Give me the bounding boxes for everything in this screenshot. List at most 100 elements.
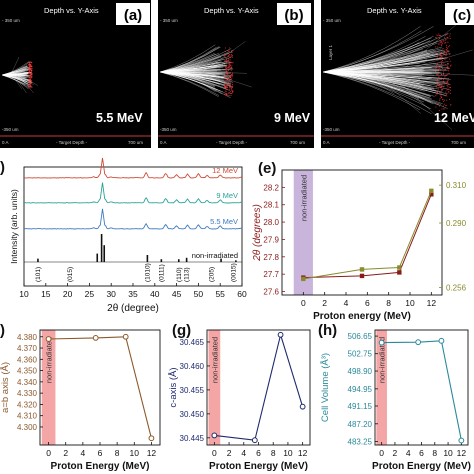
damage-point: [436, 92, 438, 94]
panel-letter-box: [277, 3, 311, 25]
damage-point: [446, 47, 449, 49]
x-axis-label: - Target Depth -: [216, 140, 248, 145]
damage-point: [231, 81, 233, 83]
y-tick-label: 494.95: [348, 385, 373, 394]
y2-tick-label: 0.256: [446, 283, 467, 292]
damage-point: [228, 79, 230, 81]
energy-label: 5.5 MeV: [96, 111, 143, 125]
damage-point: [224, 60, 226, 62]
damage-point: [224, 90, 226, 92]
damage-point: [446, 65, 448, 67]
damage-point: [31, 65, 33, 67]
damage-point: [441, 63, 443, 65]
y2-tick-label: 0.290: [446, 219, 467, 228]
x-tick-label: 25: [85, 289, 95, 299]
series-line: [381, 340, 462, 441]
damage-point: [447, 37, 449, 39]
damage-point: [226, 95, 228, 97]
damage-point: [437, 63, 439, 65]
x-tick-label: 6: [419, 448, 424, 458]
ion-track: [159, 71, 230, 91]
damage-point: [28, 86, 30, 88]
damage-point: [440, 66, 443, 68]
damage-point: [448, 92, 450, 94]
damage-point: [447, 63, 449, 65]
damage-point: [231, 54, 234, 56]
damage-point: [224, 51, 226, 53]
x-tick-label: 6: [256, 448, 261, 458]
damage-point: [30, 85, 32, 87]
y-tick-label: 502.75: [348, 350, 373, 359]
damage-point: [439, 55, 441, 57]
panel-letter: (c): [453, 7, 471, 24]
series-label: 12 MeV: [212, 166, 238, 175]
y-tick-label: 30.455: [180, 386, 205, 395]
damage-point: [445, 77, 447, 80]
y-axis-label: Layer 1: [328, 44, 333, 60]
damage-point: [438, 33, 440, 35]
y-axis-title: c-axis (Å): [168, 367, 179, 407]
damage-point: [440, 53, 442, 55]
damage-point: [224, 76, 226, 78]
scattered-track: [399, 9, 474, 73]
ion-track: [159, 71, 221, 92]
damage-point: [224, 56, 226, 58]
x-tick-label: 2: [393, 448, 398, 458]
damage-point: [449, 65, 452, 67]
damage-point: [442, 89, 444, 91]
ion-track: [159, 54, 220, 73]
damage-point: [445, 46, 448, 48]
damage-point: [436, 84, 438, 86]
scattered-track: [196, 71, 233, 88]
damage-point: [230, 66, 232, 68]
damage-point: [28, 72, 30, 74]
damage-point: [224, 84, 226, 86]
ion-track: [322, 71, 443, 79]
damage-point: [227, 59, 229, 61]
x-axis-label: - Target Depth -: [56, 140, 88, 145]
y-tick-label: 4.310: [17, 412, 38, 421]
x-tick-label: 8: [271, 448, 276, 458]
damage-point: [448, 50, 450, 52]
x-tick-label: 2: [322, 298, 327, 308]
x-tick-label: 0: [301, 298, 306, 308]
ab-axis-chart: non-irradiated 0 2 4 6 8 10 12 Proton Energy (Me…: [0, 329, 161, 472]
damage-point: [443, 63, 445, 65]
x-tick-label: 4: [406, 448, 411, 458]
damage-point: [229, 92, 231, 94]
damage-point: [438, 57, 440, 59]
scattered-track: [192, 71, 226, 76]
damage-point: [230, 87, 233, 89]
damage-point: [225, 94, 227, 96]
damage-point: [449, 60, 451, 62]
data-point: [397, 265, 402, 270]
damage-point: [436, 37, 438, 39]
x-tick-label: 4: [241, 448, 246, 458]
damage-point: [440, 95, 442, 97]
damage-point: [228, 50, 230, 53]
damage-point: [27, 82, 30, 84]
damage-point: [438, 82, 440, 84]
damage-point: [449, 87, 452, 89]
data-point: [438, 337, 445, 344]
damage-point: [28, 79, 31, 81]
x-tick-label: 15: [41, 289, 51, 299]
simulation-panel-b: Depth vs. Y-Axis - 350 um (b) 9 MeV -350…: [158, 0, 314, 148]
damage-point: [443, 103, 445, 105]
damage-point: [441, 89, 443, 91]
damage-point: [225, 66, 227, 68]
damage-point: [232, 90, 234, 93]
x-tick-label: 35: [128, 289, 138, 299]
ion-track: [159, 56, 229, 73]
damage-point: [27, 64, 29, 66]
damage-point: [446, 44, 448, 46]
damage-point: [438, 67, 440, 69]
data-point: [299, 403, 306, 410]
damage-point: [449, 53, 451, 55]
y-tick-label: 506.65: [348, 332, 373, 341]
ion-track: [322, 71, 432, 114]
simulation-panel-c: Depth vs. Y-Axis - 350 um (c) 12 MeV -35…: [321, 0, 474, 148]
ion-track: [322, 26, 434, 73]
damage-point: [230, 55, 232, 57]
damage-point: [226, 84, 228, 86]
